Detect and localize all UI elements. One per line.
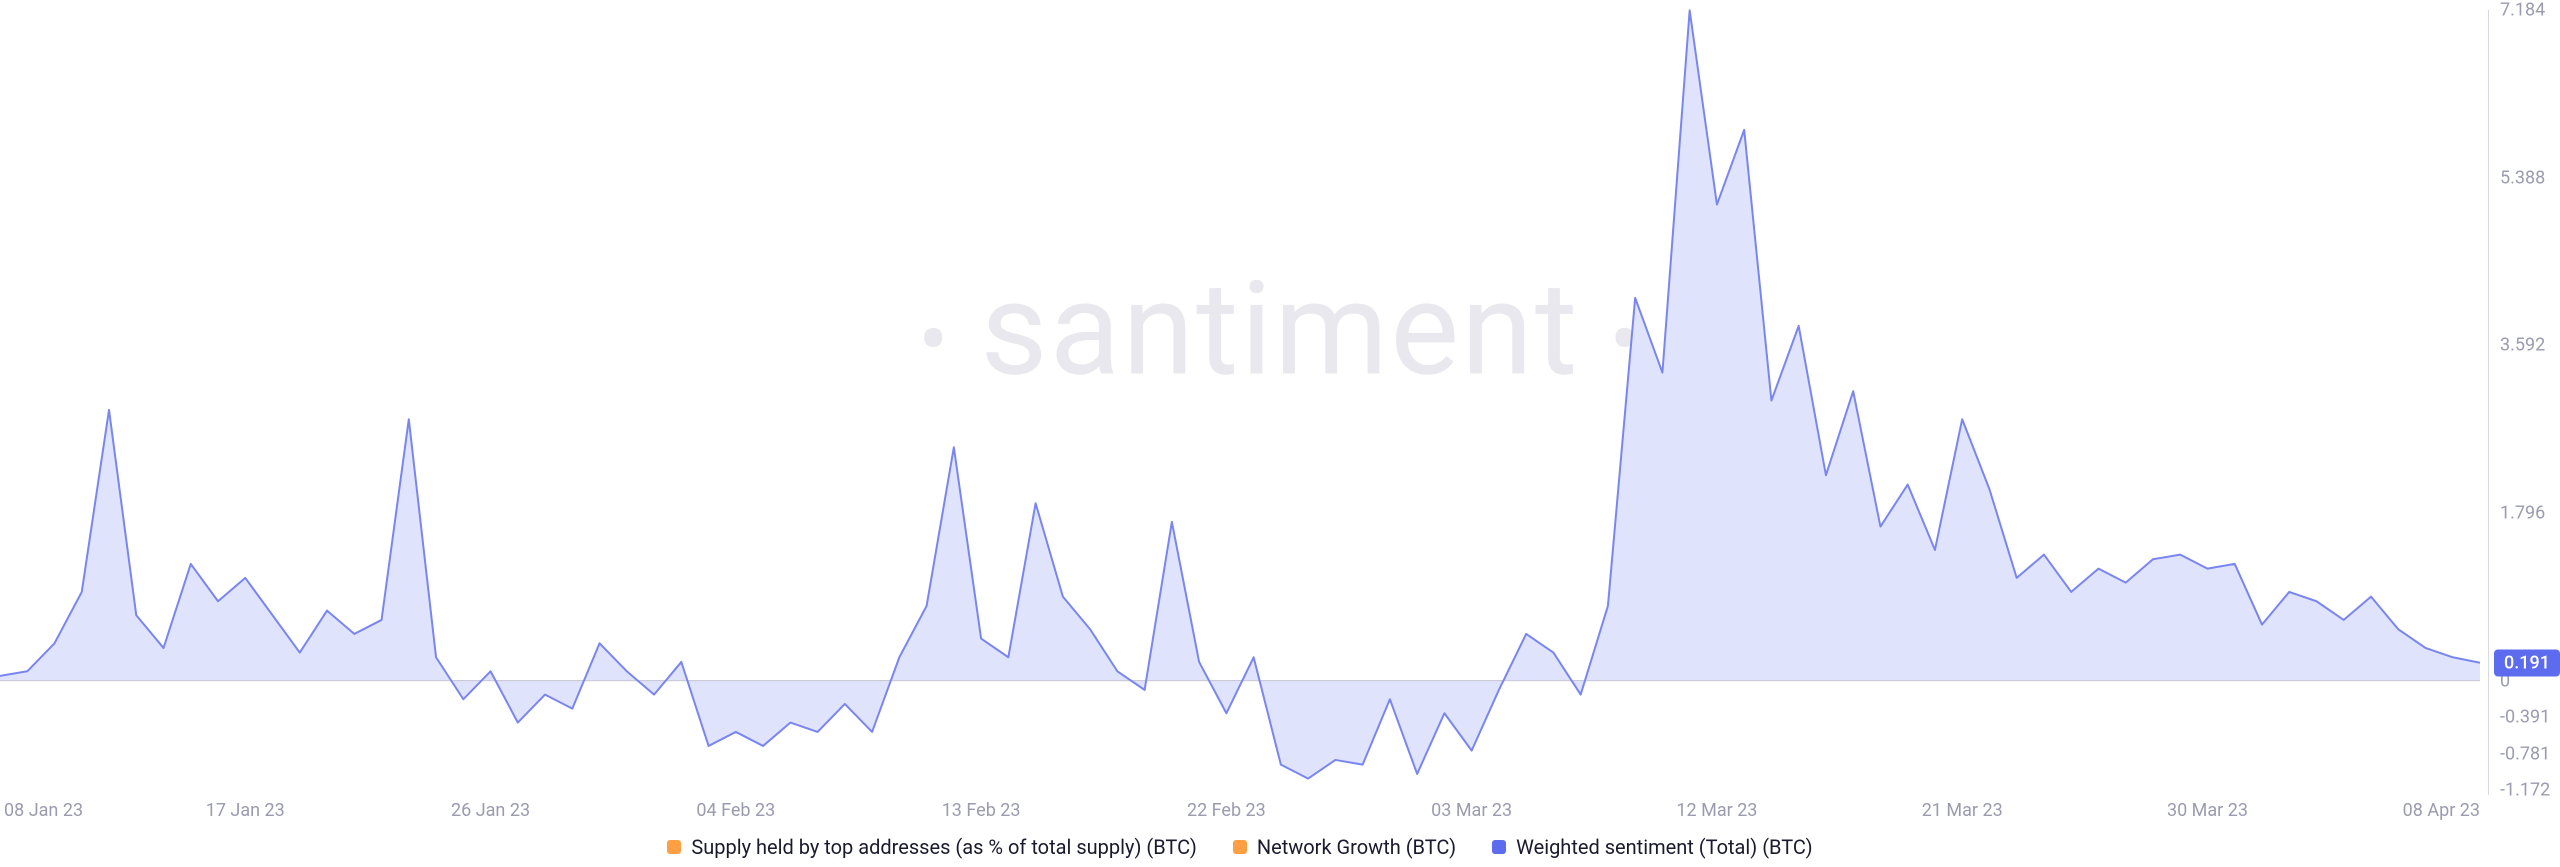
x-tick-label: 17 Jan 23 [206, 800, 285, 821]
x-tick-label: 30 Mar 23 [2167, 800, 2248, 821]
current-value-text: 0.191 [2504, 652, 2550, 673]
legend-label: Weighted sentiment (Total) (BTC) [1516, 835, 1812, 859]
x-tick-label: 08 Apr 23 [2403, 800, 2480, 821]
x-tick-label: 03 Mar 23 [1431, 800, 1512, 821]
chart-container: •santiment• 7.1845.3883.5921.7960-0.391-… [0, 0, 2560, 867]
y-tick-label: -0.781 [2500, 743, 2560, 764]
x-tick-label: 21 Mar 23 [1922, 800, 2003, 821]
y-tick-label: -1.172 [2500, 780, 2560, 801]
y-tick-label: 3.592 [2500, 335, 2560, 356]
x-tick-label: 08 Jan 23 [4, 800, 83, 821]
legend-label: Network Growth (BTC) [1257, 835, 1456, 859]
legend-swatch [667, 840, 681, 854]
y-axis-line [2488, 10, 2489, 795]
y-tick-label: -0.391 [2500, 707, 2560, 728]
x-tick-label: 22 Feb 23 [1187, 800, 1266, 821]
legend-swatch [1492, 840, 1506, 854]
x-tick-label: 26 Jan 23 [451, 800, 530, 821]
x-tick-label: 13 Feb 23 [942, 800, 1021, 821]
y-tick-label: 7.184 [2500, 0, 2560, 21]
y-tick-label: 1.796 [2500, 502, 2560, 523]
x-tick-label: 04 Feb 23 [696, 800, 775, 821]
sentiment-area-chart [0, 0, 2560, 867]
legend-label: Supply held by top addresses (as % of to… [691, 835, 1196, 859]
current-value-badge: 0.191 [2494, 649, 2560, 676]
y-tick-label: 5.388 [2500, 167, 2560, 188]
legend-item[interactable]: Weighted sentiment (Total) (BTC) [1492, 835, 1812, 859]
series-area-fill [0, 10, 2480, 778]
legend-item[interactable]: Supply held by top addresses (as % of to… [667, 835, 1196, 859]
legend-item[interactable]: Network Growth (BTC) [1233, 835, 1456, 859]
legend-swatch [1233, 840, 1247, 854]
chart-legend: Supply held by top addresses (as % of to… [0, 835, 2480, 859]
x-tick-label: 12 Mar 23 [1676, 800, 1757, 821]
